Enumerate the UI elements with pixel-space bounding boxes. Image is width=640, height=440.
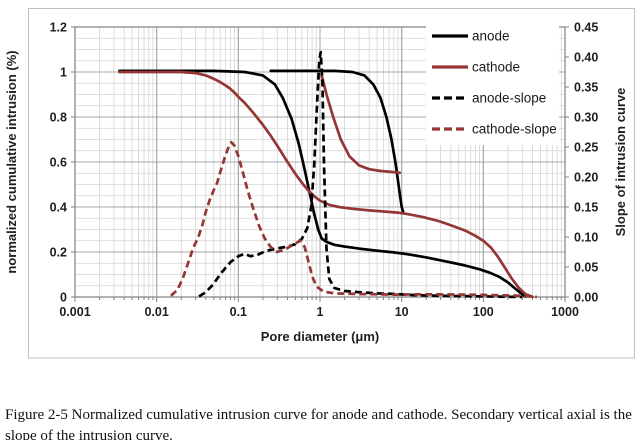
intrusion-chart: 0.001 0.01 0.1 1 10 100 1000 0 0.2 0.4 0.6 0.8 1 1.2 0… <box>4 8 635 359</box>
tick-marks <box>71 26 569 302</box>
figure-caption: Figure 2-5 Normalized cumulative intrusi… <box>5 407 632 440</box>
x-tick-label: 0.01 <box>144 305 168 319</box>
x-axis-title: Pore diameter (μm) <box>261 329 380 344</box>
y-left-tick-label: 0.8 <box>50 111 67 125</box>
legend-label-anode: anode <box>472 29 510 44</box>
y-left-tick-label: 1.2 <box>50 21 67 35</box>
legend-label-cathode: cathode <box>472 60 520 75</box>
x-tick-label: 0.001 <box>59 305 90 319</box>
legend: anode cathode anode-slope cathode-slope <box>426 25 559 145</box>
y-right-tick-label: 0.00 <box>574 291 598 305</box>
legend-background <box>426 25 559 145</box>
curve-cathode <box>118 70 534 299</box>
curve-cathode-upper <box>320 74 402 175</box>
legend-item-cathode: cathode <box>432 60 520 75</box>
y-right-tick-label: 0.05 <box>574 261 598 275</box>
y-right-tick-label: 0.35 <box>574 81 598 95</box>
y-right-tick-label: 0.25 <box>574 141 598 155</box>
y-left-tick-label: 0.6 <box>50 156 67 170</box>
x-tick-label: 100 <box>473 305 494 319</box>
legend-label-cathode-slope: cathode-slope <box>472 122 557 137</box>
chart-container: 0.001 0.01 0.1 1 10 100 1000 0 0.2 0.4 0.6 0.8 1 1.2 0… <box>4 8 635 359</box>
y-left-tick-label: 0.4 <box>50 201 67 215</box>
y-left-tick-label: 0 <box>60 291 67 305</box>
axis-tick-labels: 0.001 0.01 0.1 1 10 100 1000 0 0.2 0.4 0.6 0.8 1 1.2 0… <box>50 21 599 320</box>
y-right-axis-title: Slope of intrusion curve <box>613 88 628 237</box>
x-tick-label: 10 <box>395 305 409 319</box>
legend-label-anode-slope: anode-slope <box>472 91 546 106</box>
x-tick-label: 0.1 <box>230 305 247 319</box>
y-right-tick-label: 0.45 <box>574 21 598 35</box>
legend-item-anode: anode <box>432 29 510 44</box>
y-left-tick-label: 0.2 <box>50 246 67 260</box>
y-right-tick-label: 0.40 <box>574 51 598 65</box>
y-right-tick-label: 0.30 <box>574 111 598 125</box>
curve-cathode-slope <box>170 140 537 299</box>
legend-item-anode-slope: anode-slope <box>432 91 546 106</box>
y-right-tick-label: 0.15 <box>574 201 598 215</box>
legend-item-cathode-slope: cathode-slope <box>432 122 557 137</box>
y-right-tick-label: 0.20 <box>574 171 598 185</box>
curve-anode <box>118 69 528 298</box>
y-left-axis-title: normalized cumulative intrusion (%) <box>4 50 19 273</box>
x-tick-label: 1000 <box>551 305 579 319</box>
curve-anode-upper <box>269 69 405 214</box>
x-tick-label: 1 <box>317 305 324 319</box>
y-left-tick-label: 1 <box>60 66 67 80</box>
y-right-tick-label: 0.10 <box>574 231 598 245</box>
